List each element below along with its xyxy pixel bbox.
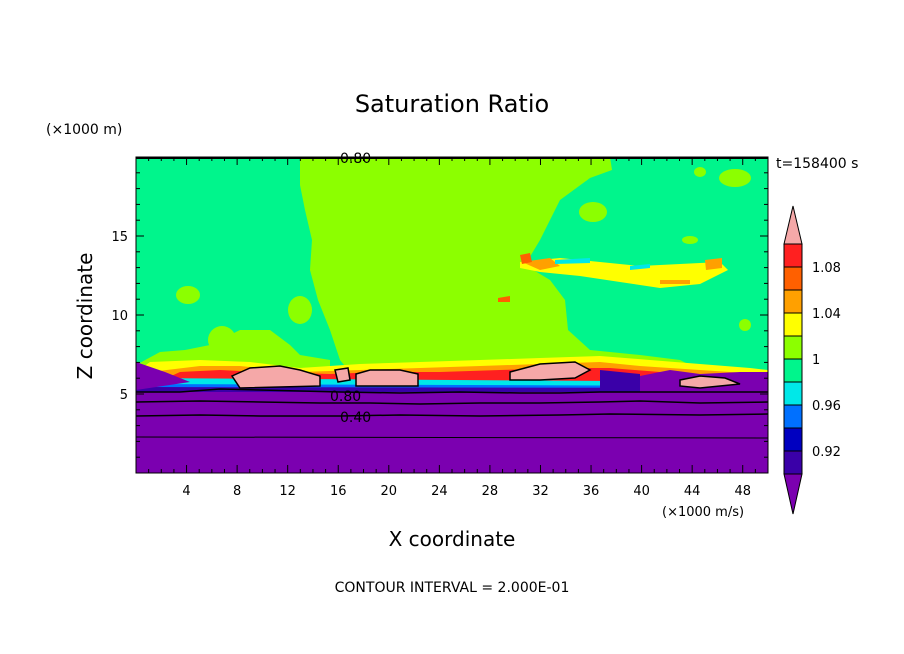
colorbar-swatch [783,289,803,314]
colorbar-label: 1.04 [812,307,841,322]
field-lower-dip-left [136,362,190,390]
contour-label-low: 0.40 [340,410,371,426]
x-tick-label: 32 [532,484,549,499]
field-blob-7 [288,296,312,324]
y-tick-label: 5 [120,388,128,403]
colorbar-label: 0.92 [812,445,841,460]
colorbar-swatch [783,243,803,268]
colorbar-max-arrow [783,205,803,245]
colorbar-label: 0.96 [812,399,841,414]
y-tick-label: 10 [111,309,128,324]
colorbar-swatch [783,335,803,360]
cores [230,361,741,389]
x-tick-label: 20 [381,484,398,499]
y-tick-label: 15 [111,230,128,245]
upper-band [498,253,728,302]
x-tick-label: 44 [684,484,701,499]
colorbar-swatch [783,266,803,291]
field-blob-2 [579,202,607,222]
field-plume [300,157,700,385]
colorbar-swatch [783,427,803,452]
colorbar-label: 1.08 [812,261,841,276]
x-tick-label: 12 [279,484,296,499]
time-label: t=158400 s [776,156,858,172]
x-tick-label: 16 [330,484,347,499]
field-blob-6 [208,326,236,354]
x-tick-label: 4 [182,484,190,499]
field-blue-right [600,370,640,392]
x-tick-label: 8 [233,484,241,499]
x-tick-label: 28 [482,484,499,499]
x-tick-label: 24 [431,484,448,499]
y-axis-ticks: 5 10 15 [111,172,768,458]
field-blob-1 [176,286,200,304]
field-blob-3 [719,169,751,187]
colorbar-swatch [783,404,803,429]
x-axis-label: X coordinate [389,527,516,551]
field-blob-4 [694,167,706,177]
x-tick-label: 40 [633,484,650,499]
colorbar: 1.08 1.04 1 0.96 0.92 [783,205,841,515]
field-blob-9 [682,236,698,244]
plot-field [136,157,768,473]
colorbar-swatch [783,381,803,406]
colorbar-swatch [783,358,803,383]
x-units-label: (×1000 m/s) [662,505,744,520]
contour-label-mid: 0.80 [330,389,361,405]
colorbar-min-arrow [783,473,803,515]
field-blob-5 [581,171,589,181]
field-blob-8 [739,319,751,331]
contour-interval-footer: CONTOUR INTERVAL = 2.000E-01 [335,580,570,596]
x-tick-label: 48 [734,484,751,499]
chart-title: Saturation Ratio [355,90,549,118]
colorbar-swatch [783,450,803,475]
field-lower [136,392,768,473]
contour-label-top: 0.80 [340,151,371,167]
x-tick-label: 36 [583,484,600,499]
colorbar-swatch [783,312,803,337]
y-axis-label: Z coordinate [73,253,97,380]
colorbar-label: 1 [812,353,820,368]
y-units-label: (×1000 m) [46,122,122,138]
x-axis-ticks: 4 8 12 16 20 24 28 32 36 40 44 48 [148,157,756,499]
